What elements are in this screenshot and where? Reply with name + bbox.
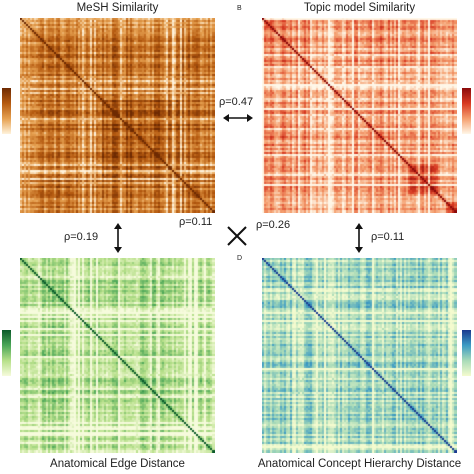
panel-a-title: MeSH Similarity bbox=[76, 2, 159, 14]
panel-b-letter: B bbox=[237, 5, 242, 12]
panel-b-title: Topic model Similarity bbox=[303, 2, 416, 14]
panel-d-heatmap bbox=[262, 258, 457, 453]
panel-c-heatmap bbox=[20, 258, 215, 453]
arrow-ac-icon bbox=[114, 223, 122, 253]
correlation-bd-label: ρ=0.11 bbox=[371, 231, 405, 243]
panel-d-title: Anatomical Concept Hierarchy Distance bbox=[257, 458, 462, 470]
arrow-bd-icon bbox=[355, 223, 363, 253]
panel-a-colorbar bbox=[2, 88, 11, 134]
correlation-bc-label: ρ=0.26 bbox=[256, 219, 291, 231]
panel-a-heatmap bbox=[20, 18, 215, 213]
panel-c-title: Anatomical Edge Distance bbox=[50, 458, 185, 470]
panel-b-colorbar bbox=[462, 88, 471, 134]
panel-b-heatmap bbox=[262, 18, 457, 213]
panel-c-colorbar bbox=[2, 330, 11, 376]
panel-d-letter: D bbox=[237, 255, 243, 262]
correlation-ac-label: ρ=0.19 bbox=[64, 231, 99, 243]
panel-d-colorbar bbox=[462, 330, 471, 376]
correlation-ad-label: ρ=0.11 bbox=[179, 216, 213, 228]
cross-arrows-icon bbox=[227, 226, 247, 246]
correlation-ab-label: ρ=0.47 bbox=[219, 96, 254, 108]
arrow-ab-icon bbox=[223, 114, 253, 122]
